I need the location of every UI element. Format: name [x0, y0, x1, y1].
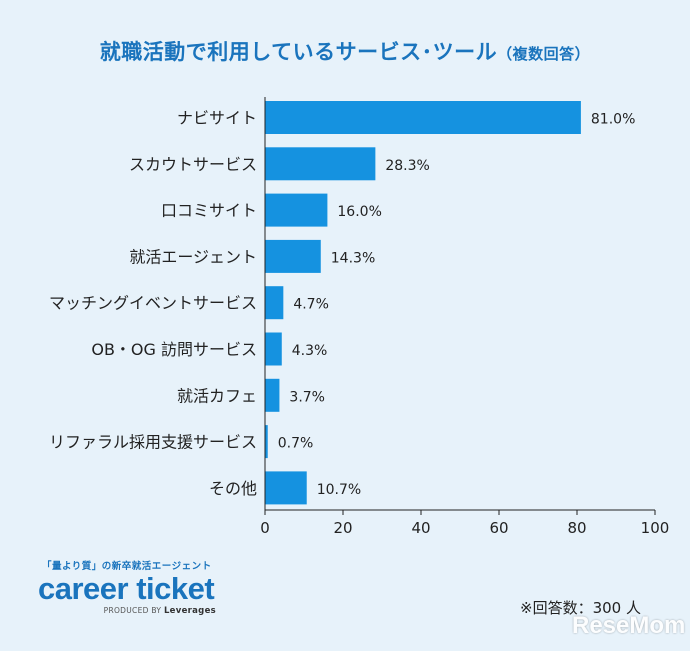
- bar-4: [265, 286, 284, 320]
- logo-produced-by: PRODUCED BY Leverages: [38, 606, 216, 616]
- chart-title-sub: （複数回答）: [497, 45, 591, 63]
- bar-3: [265, 239, 321, 273]
- bar-5: [265, 332, 282, 366]
- logo-produced-prefix: PRODUCED BY: [103, 606, 162, 615]
- bar-1: [265, 147, 376, 181]
- bar-6: [265, 378, 280, 412]
- chart-title-main: 就職活動で利用しているサービス･ツール: [99, 40, 498, 64]
- x-tick-label-1: 20: [333, 519, 352, 537]
- value-label-4: 4.7%: [293, 297, 329, 313]
- resemom-watermark: ReseMom: [572, 612, 686, 639]
- bar-7: [265, 425, 268, 459]
- category-label-4: マッチングイベントサービス: [49, 294, 257, 313]
- category-label-7: リファラル採用支援サービス: [49, 433, 257, 452]
- value-label-8: 10.7%: [317, 482, 361, 498]
- x-tick-label-5: 100: [641, 519, 670, 537]
- x-tick-label-0: 0: [260, 519, 270, 537]
- category-label-6: 就活カフェ: [177, 386, 257, 405]
- value-label-7: 0.7%: [278, 436, 314, 452]
- bar-0: [265, 101, 581, 134]
- bar-8: [265, 471, 307, 505]
- bar-2: [265, 193, 328, 227]
- value-label-2: 16.0%: [337, 204, 381, 220]
- chart-title: 就職活動で利用しているサービス･ツール（複数回答）: [0, 36, 690, 66]
- logo-brand: career ticket: [38, 571, 215, 606]
- value-label-3: 14.3%: [331, 250, 375, 266]
- category-label-3: 就活エージェント: [129, 247, 257, 266]
- value-label-6: 3.7%: [289, 389, 325, 405]
- value-label-0: 81.0%: [591, 112, 635, 128]
- category-label-5: OB・OG 訪問サービス: [91, 340, 257, 359]
- bar-chart: ナビサイト 81.0% スカウトサービス 28.3% 口コミサイト 16.0% 就活エージェ…: [49, 97, 670, 537]
- category-label-2: 口コミサイト: [161, 201, 257, 220]
- category-label-1: スカウトサービス: [129, 155, 257, 174]
- x-tick-label-4: 80: [567, 519, 586, 537]
- value-label-1: 28.3%: [385, 158, 429, 174]
- category-label-8: その他: [209, 479, 257, 498]
- x-tick-label-3: 60: [489, 519, 508, 537]
- career-ticket-logo: 「量より質」の新卒就活エージェント career ticket PRODUCED…: [38, 558, 238, 616]
- respondent-note: ※回答数：300 人: [520, 599, 641, 617]
- x-tick-label-2: 40: [411, 519, 430, 537]
- category-label-0: ナビサイト: [177, 109, 257, 128]
- logo-tagline: 「量より質」の新卒就活エージェント: [42, 561, 212, 572]
- logo-produced-company: Leverages: [163, 606, 216, 616]
- value-label-5: 4.3%: [292, 343, 328, 359]
